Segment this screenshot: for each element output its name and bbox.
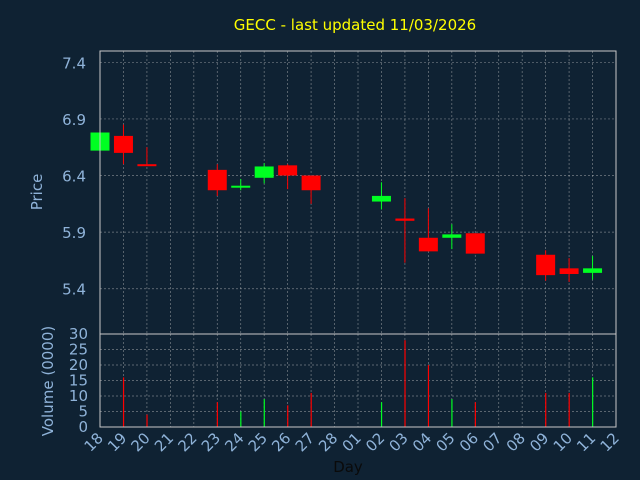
candle-body <box>418 237 438 252</box>
candle-body <box>465 233 485 254</box>
volume-bar <box>474 402 476 427</box>
candle-body <box>395 218 415 221</box>
candle-body <box>137 164 157 167</box>
volume-bar <box>310 392 312 427</box>
price-grid <box>99 51 617 334</box>
price-axis-label: Price <box>28 174 46 211</box>
x-axis-label: Day <box>333 458 363 476</box>
volume-axis-label: Volume (0000) <box>39 326 57 436</box>
price-tick-label: 7.4 <box>62 54 86 72</box>
candle-body <box>536 254 556 276</box>
volume-bar <box>122 377 125 427</box>
candle-body <box>254 166 274 178</box>
candle-body <box>371 195 391 202</box>
volume-bar <box>263 399 265 427</box>
volume-tick-label: 15 <box>69 372 88 390</box>
candle-body <box>278 165 298 176</box>
volume-bar <box>404 340 406 427</box>
price-tick-label: 6.4 <box>62 168 86 186</box>
candle-body <box>207 169 227 191</box>
chart-title: GECC - last updated 11/03/2026 <box>234 16 476 34</box>
volume-bar <box>568 392 570 427</box>
volume-bars <box>122 340 594 427</box>
volume-bar <box>545 392 547 427</box>
candle-body <box>113 135 133 153</box>
price-tick-label: 5.4 <box>62 281 86 299</box>
volume-bar <box>240 411 242 427</box>
candle-body <box>583 268 603 273</box>
candle-body <box>442 234 462 238</box>
volume-bar <box>380 402 383 427</box>
candle-body <box>301 175 321 191</box>
volume-tick-label: 25 <box>69 341 88 359</box>
candle-body <box>231 185 251 188</box>
volume-bar <box>592 377 594 427</box>
volume-tick-label: 10 <box>69 387 88 405</box>
candle-body <box>559 268 579 275</box>
volume-bar <box>427 365 430 427</box>
volume-tick-label: 30 <box>69 325 88 343</box>
candlesticks <box>90 124 603 282</box>
volume-tick-label: 20 <box>69 356 88 374</box>
volume-bar <box>216 402 218 427</box>
volume-bar <box>287 405 289 427</box>
volume-panel-frame <box>99 333 617 428</box>
volume-tick-label: 5 <box>78 403 88 421</box>
volume-bar <box>146 414 148 427</box>
price-tick-label: 5.9 <box>62 224 86 242</box>
volume-tick-label: 0 <box>78 418 88 436</box>
price-tick-label: 6.9 <box>62 111 86 129</box>
volume-bar <box>451 399 453 427</box>
